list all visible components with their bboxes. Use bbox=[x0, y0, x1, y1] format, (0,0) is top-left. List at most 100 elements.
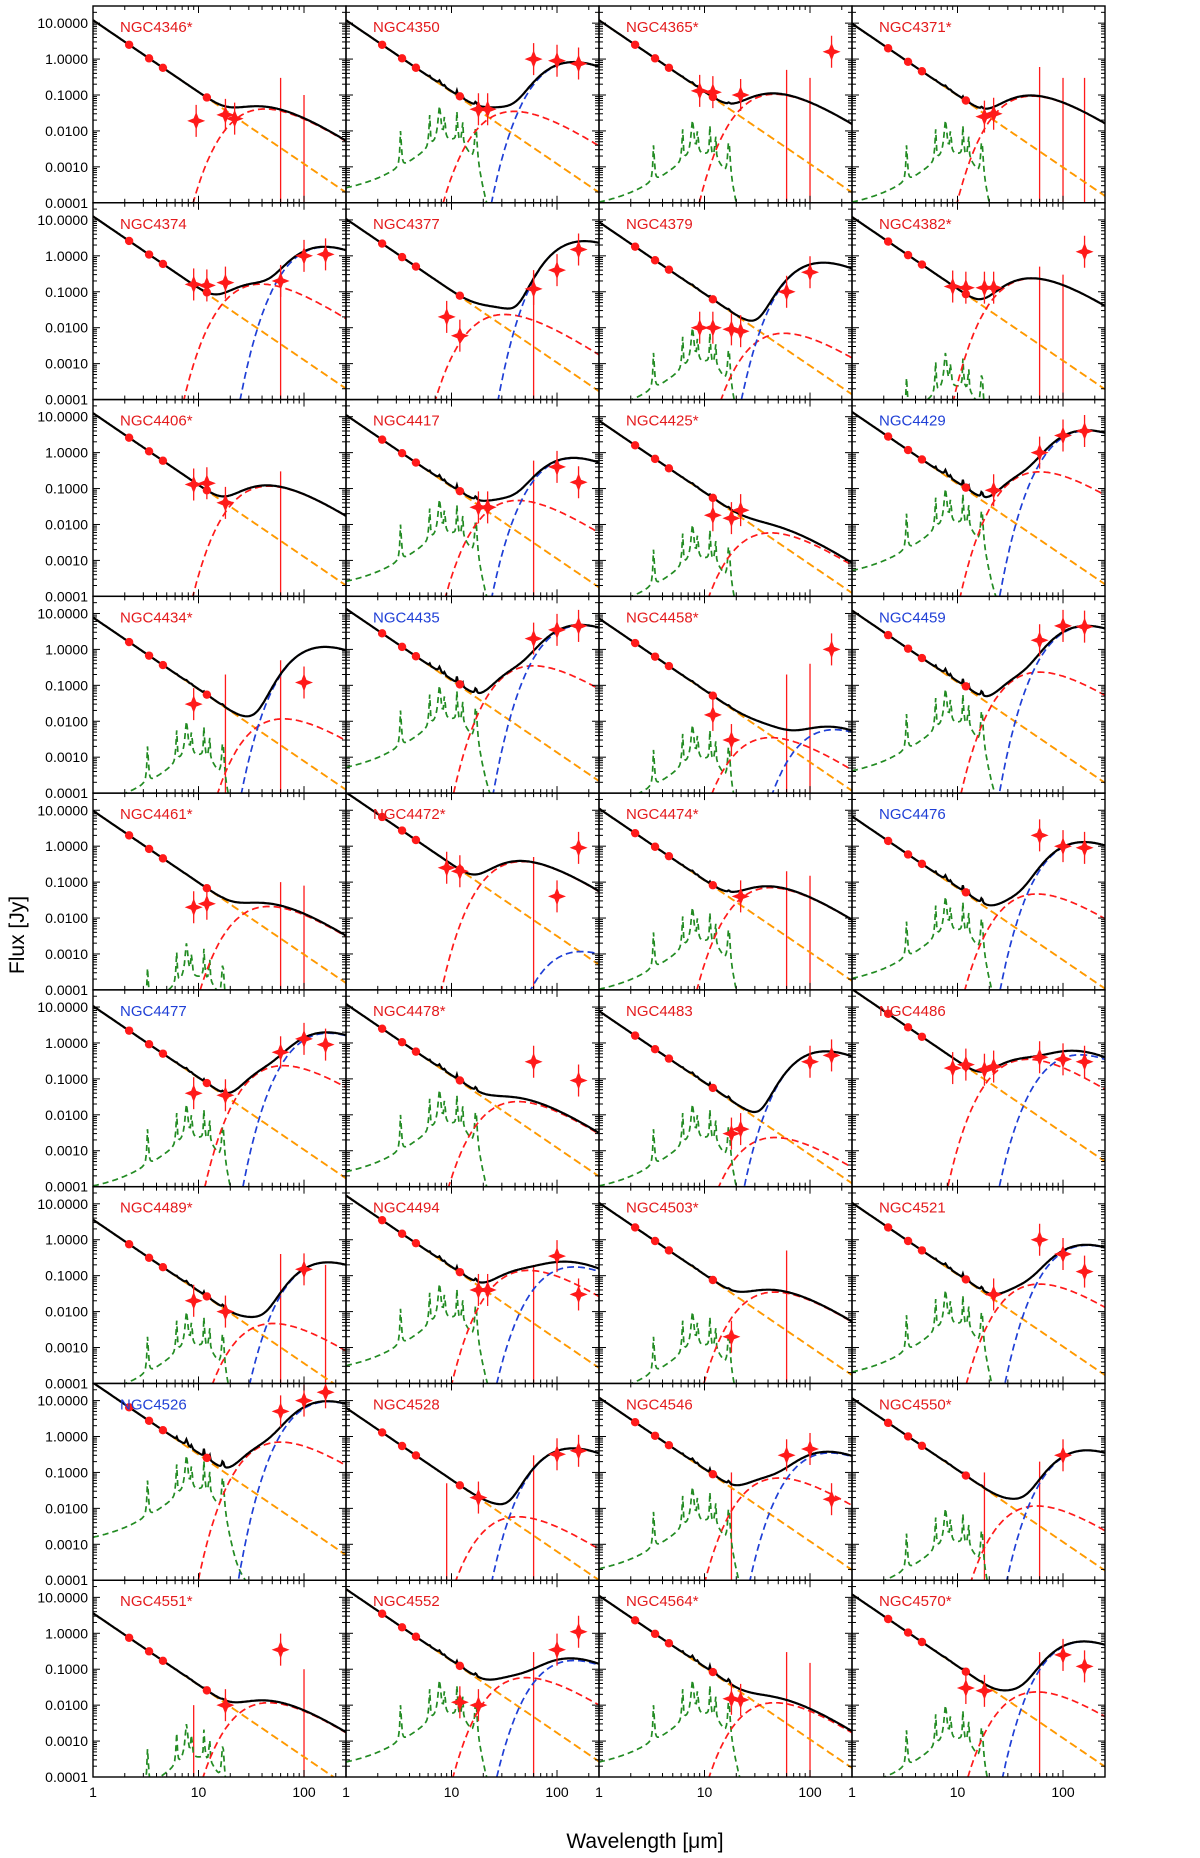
photometry-star-marker bbox=[197, 276, 216, 295]
photometry-point bbox=[664, 1246, 674, 1255]
warm-dust-component-line bbox=[442, 110, 599, 203]
pah-component-line bbox=[93, 1455, 247, 1581]
photometry-star-marker bbox=[1054, 1245, 1072, 1263]
photometry-star-marker bbox=[1054, 837, 1072, 856]
y-tick-label: 0.0010 bbox=[45, 749, 88, 765]
photometry-star-marker bbox=[822, 1046, 841, 1065]
photometry-point bbox=[917, 1032, 927, 1041]
cold-dust-component-line bbox=[998, 429, 1105, 597]
sed-panel: NGC4474* bbox=[598, 792, 853, 991]
pah-component-line bbox=[123, 1311, 230, 1384]
y-tick-label: 0.0001 bbox=[45, 392, 88, 408]
total-sed-line bbox=[599, 1201, 852, 1323]
galaxy-name-label: NGC4417 bbox=[373, 413, 440, 430]
sed-panel: 10.0000 1.0000 0.1000 0.0100 0.0010 0.0001 NGC… bbox=[37, 5, 347, 211]
y-tick-label: 0.0100 bbox=[45, 123, 88, 139]
galaxy-name-label: NGC4406* bbox=[120, 413, 193, 430]
photometry-point bbox=[917, 260, 927, 269]
photometry-point bbox=[903, 1432, 913, 1441]
galaxy-name-label: NGC4489* bbox=[120, 1200, 193, 1217]
photometry-star-marker bbox=[984, 1057, 1003, 1076]
pah-component-line bbox=[904, 352, 985, 400]
panel-plot-area bbox=[346, 19, 599, 203]
y-tick-label: 1.0000 bbox=[45, 445, 88, 461]
panel-plot-area bbox=[852, 22, 1105, 203]
sed-panel: NGC4429 bbox=[851, 398, 1106, 598]
panel-plot-area bbox=[852, 609, 1105, 794]
photometry-point bbox=[961, 1471, 971, 1480]
y-tick-label: 10.0000 bbox=[37, 1393, 88, 1409]
photometry-point bbox=[903, 445, 913, 455]
photometry-point bbox=[883, 836, 893, 846]
panel-plot-area bbox=[346, 793, 599, 990]
photometry-point bbox=[650, 54, 660, 63]
warm-dust-component-line bbox=[965, 1283, 1105, 1384]
sed-panel: 10.0000 1.0000 0.1000 0.0100 0.0010 0.0001 NGC… bbox=[37, 989, 347, 1195]
photometry-point bbox=[455, 92, 465, 101]
pah-component-line bbox=[599, 1486, 740, 1581]
panel-plot-area bbox=[93, 412, 346, 597]
photometry-star-marker bbox=[703, 318, 722, 337]
photometry-point bbox=[144, 844, 154, 854]
sed-panel: 10.0000 1.0000 0.1000 0.0100 0.0010 0.0001 NGC… bbox=[37, 398, 347, 604]
photometry-point bbox=[455, 680, 465, 689]
y-tick-label: 10.0000 bbox=[37, 1196, 88, 1212]
photometry-point bbox=[664, 464, 674, 473]
total-sed-line bbox=[93, 1383, 346, 1469]
galaxy-name-label: NGC4459 bbox=[879, 609, 946, 626]
photometry-point bbox=[883, 1009, 893, 1018]
photometry-point bbox=[397, 252, 407, 262]
cold-dust-component-line bbox=[237, 1400, 346, 1581]
photometry-point bbox=[903, 850, 913, 859]
pah-component-line bbox=[629, 1311, 736, 1384]
photometry-point bbox=[202, 1078, 212, 1088]
photometry-point bbox=[397, 1229, 407, 1238]
photometry-star-marker bbox=[216, 273, 235, 292]
warm-dust-component-line bbox=[696, 886, 852, 990]
panel-plot-area bbox=[852, 815, 1105, 990]
photometry-star-marker bbox=[1030, 826, 1049, 845]
photometry-star-marker bbox=[690, 318, 709, 337]
total-sed-line bbox=[93, 19, 346, 142]
y-tick-label: 0.1000 bbox=[45, 1268, 88, 1284]
pah-component-line bbox=[629, 524, 736, 597]
total-sed-line bbox=[599, 19, 852, 125]
total-sed-line bbox=[93, 809, 346, 937]
photometry-point bbox=[650, 256, 660, 265]
photometry-point bbox=[664, 851, 674, 861]
galaxy-name-label: NGC4528 bbox=[373, 1396, 440, 1413]
sed-panel: 10.0000 1.0000 0.1000 0.0100 0.0010 0.0001 NGC… bbox=[37, 595, 347, 801]
photometry-star-marker bbox=[437, 307, 456, 326]
photometry-star-marker bbox=[216, 105, 235, 124]
photometry-star-marker bbox=[478, 498, 497, 517]
sed-panel: NGC4379 bbox=[598, 202, 853, 401]
total-sed-line bbox=[93, 616, 346, 718]
photometry-star-marker bbox=[524, 50, 543, 69]
photometry-star-marker bbox=[731, 322, 750, 341]
photometry-point bbox=[411, 262, 421, 271]
photometry-star-marker bbox=[184, 695, 203, 714]
sed-panel: 10.0000 1.0000 0.1000 0.0100 0.0010 0.0001 NGC… bbox=[37, 1382, 347, 1588]
y-tick-label: 0.1000 bbox=[45, 284, 88, 300]
photometry-star-marker bbox=[316, 245, 335, 264]
photometry-star-marker bbox=[271, 272, 290, 290]
y-tick-label: 0.0010 bbox=[45, 159, 88, 175]
y-tick-label: 1.0000 bbox=[45, 1429, 88, 1445]
galaxy-name-label: NGC4546 bbox=[626, 1396, 693, 1413]
panel-plot-area bbox=[93, 1383, 346, 1581]
photometry-star-marker bbox=[569, 473, 588, 492]
photometry-point bbox=[961, 96, 971, 105]
sed-panel: NGC4382* bbox=[851, 202, 1106, 401]
y-tick-label: 10.0000 bbox=[37, 15, 88, 31]
sed-panel: NGC4371* bbox=[851, 5, 1106, 204]
photometry-star-marker bbox=[469, 1488, 488, 1507]
photometry-star-marker bbox=[956, 1055, 975, 1074]
warm-dust-component-line bbox=[444, 499, 599, 597]
photometry-point bbox=[708, 1275, 718, 1285]
total-sed-line bbox=[93, 412, 346, 517]
photometry-star-marker bbox=[469, 100, 488, 119]
y-tick-label: 10.0000 bbox=[37, 605, 88, 621]
panel-plot-area bbox=[93, 215, 346, 400]
warm-dust-component-line bbox=[704, 1477, 852, 1581]
